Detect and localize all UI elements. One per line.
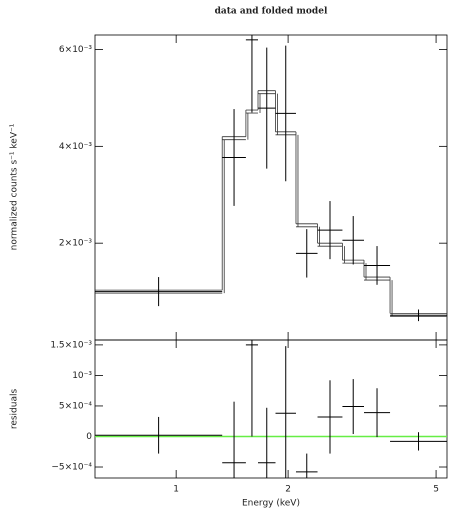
- y-tick-label: 1.5×10⁻³: [50, 340, 92, 350]
- y-tick-label: 0: [86, 432, 92, 442]
- y-axis-label: normalized counts s⁻¹ keV⁻¹: [10, 123, 20, 250]
- x-tick-label: 1: [173, 485, 179, 495]
- plot-frame: [94, 339, 448, 479]
- y-tick-label: 6×10⁻³: [59, 45, 92, 55]
- x-axis-label: Energy (keV): [242, 499, 300, 509]
- y-tick-label: 10⁻³: [72, 371, 92, 381]
- chart-title: data and folded model: [215, 7, 328, 17]
- x-tick-label: 5: [433, 485, 439, 495]
- x-tick-label: 2: [285, 485, 291, 495]
- y-tick-label: 4×10⁻³: [59, 142, 92, 152]
- y-tick-label: 2×10⁻³: [59, 239, 92, 249]
- y-tick-label: −5×10⁻⁴: [51, 463, 92, 473]
- y-tick-label: 5×10⁻⁴: [59, 401, 92, 411]
- y-axis-label: residuals: [10, 389, 20, 430]
- plot-frame: [94, 34, 448, 341]
